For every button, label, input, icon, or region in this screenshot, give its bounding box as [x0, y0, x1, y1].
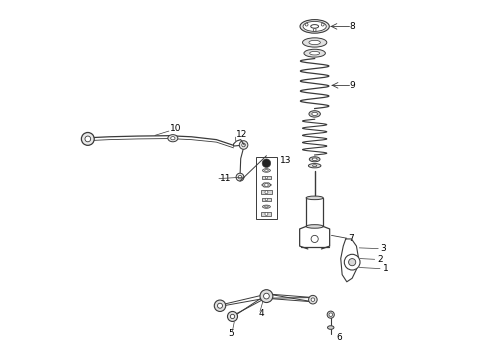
Ellipse shape: [310, 51, 319, 55]
Circle shape: [305, 23, 308, 26]
Circle shape: [265, 176, 268, 179]
Bar: [256, 157, 277, 219]
Text: 5: 5: [228, 329, 234, 338]
Text: 10: 10: [170, 125, 181, 134]
Circle shape: [262, 159, 270, 167]
Ellipse shape: [306, 225, 323, 228]
Circle shape: [265, 212, 268, 215]
Polygon shape: [262, 183, 271, 187]
Text: 9: 9: [350, 81, 355, 90]
Circle shape: [85, 136, 91, 142]
Ellipse shape: [309, 111, 320, 117]
Ellipse shape: [303, 21, 326, 31]
Circle shape: [321, 23, 324, 26]
Ellipse shape: [309, 157, 320, 162]
Ellipse shape: [308, 163, 321, 168]
Circle shape: [265, 191, 268, 194]
Circle shape: [313, 28, 316, 31]
Bar: [261, 190, 272, 194]
Ellipse shape: [327, 326, 334, 329]
Bar: [262, 198, 271, 201]
Circle shape: [236, 173, 244, 181]
Circle shape: [344, 254, 360, 270]
Circle shape: [218, 303, 222, 308]
Text: 1: 1: [383, 264, 388, 273]
Circle shape: [265, 183, 268, 186]
Ellipse shape: [312, 158, 317, 161]
Circle shape: [265, 198, 268, 201]
Circle shape: [81, 132, 94, 145]
Ellipse shape: [265, 170, 268, 171]
Text: 4: 4: [259, 310, 264, 319]
Ellipse shape: [263, 205, 270, 208]
Ellipse shape: [263, 169, 270, 172]
Ellipse shape: [311, 24, 319, 28]
Ellipse shape: [312, 112, 318, 116]
Circle shape: [264, 293, 270, 299]
Ellipse shape: [313, 165, 317, 167]
Circle shape: [329, 313, 333, 316]
Text: 3: 3: [381, 244, 387, 253]
Bar: [262, 176, 270, 179]
Text: 8: 8: [350, 22, 355, 31]
Circle shape: [311, 235, 318, 243]
Circle shape: [214, 300, 226, 311]
Circle shape: [348, 258, 356, 266]
Text: 13: 13: [280, 156, 292, 165]
Ellipse shape: [304, 49, 325, 57]
Circle shape: [260, 290, 273, 302]
Ellipse shape: [171, 136, 175, 140]
Circle shape: [239, 141, 248, 149]
Text: 11: 11: [220, 175, 231, 184]
Text: 6: 6: [336, 333, 342, 342]
Text: 7: 7: [348, 234, 354, 243]
Text: 2: 2: [377, 255, 383, 264]
Ellipse shape: [302, 38, 327, 47]
Bar: [262, 212, 271, 216]
Text: 12: 12: [237, 130, 248, 139]
Circle shape: [238, 175, 242, 179]
Circle shape: [309, 296, 317, 304]
Circle shape: [227, 311, 238, 321]
Circle shape: [311, 298, 315, 301]
Circle shape: [327, 311, 334, 318]
Ellipse shape: [300, 19, 329, 33]
Ellipse shape: [309, 40, 320, 45]
Circle shape: [230, 314, 235, 319]
Ellipse shape: [306, 196, 323, 200]
Circle shape: [242, 143, 245, 147]
Ellipse shape: [168, 135, 178, 142]
Ellipse shape: [265, 206, 268, 207]
